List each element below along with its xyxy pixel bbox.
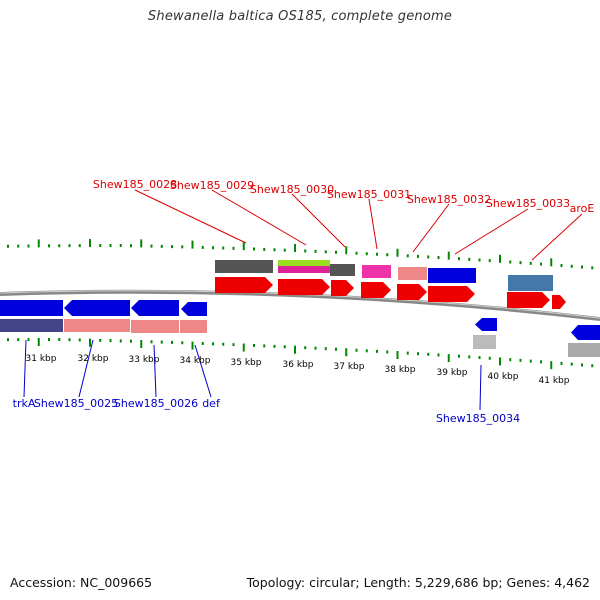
gene-label-shew185-0029: Shew185_0029 [170, 179, 254, 192]
feature-blue-block [428, 268, 476, 283]
kbp-label: 38 kbp [385, 365, 416, 375]
kbp-label: 41 kbp [539, 376, 570, 386]
gene-arrow-blue [131, 300, 179, 316]
upper-tick-scale [7, 239, 594, 270]
gene-arrow-red [215, 277, 273, 293]
kbp-label: 39 kbp [437, 368, 468, 378]
accession-text: Accession: NC_009665 [10, 575, 153, 590]
gene-label-aroe: aroE [570, 202, 595, 215]
gene-label-def: def [202, 397, 221, 410]
feature-gray-block [568, 343, 600, 357]
leader-line [291, 193, 346, 248]
kbp-label: 33 kbp [129, 355, 160, 365]
gene-label-shew185-0028: Shew185_0028 [93, 178, 177, 191]
gene-label-shew185-0031: Shew185_0031 [327, 188, 411, 201]
gene-label-shew185-0025: Shew185_0025 [34, 397, 118, 410]
kbp-label: 34 kbp [180, 356, 211, 366]
kbp-label: 36 kbp [283, 360, 314, 370]
feature-green-block [278, 260, 330, 266]
feature-steelblue-block [508, 275, 553, 291]
feature-gray-block [215, 260, 273, 273]
kbp-label: 31 kbp [26, 354, 57, 364]
kbp-label: 32 kbp [78, 354, 109, 364]
gene-label-shew185-0030: Shew185_0030 [250, 183, 334, 196]
lower-gene-labels: trkA Shew185_0025 Shew185_0026 def Shew1… [13, 397, 520, 425]
leader-line [479, 364, 482, 411]
gene-arrow-blue [475, 318, 497, 331]
leader-line [211, 189, 307, 246]
feature-pink-block [362, 265, 391, 278]
feature-salmon-block [398, 267, 427, 280]
gene-arrow-blue [181, 302, 207, 316]
gene-label-shew185-0034: Shew185_0034 [436, 412, 520, 425]
leader-line [23, 339, 27, 398]
gene-arrow-red [278, 279, 330, 295]
leader-line [134, 189, 247, 244]
kbp-label: 37 kbp [334, 362, 365, 372]
gene-label-shew185-0026: Shew185_0026 [114, 397, 198, 410]
map-title: Shewanella baltica OS185, complete genom… [147, 9, 453, 24]
gene-label-trka: trkA [13, 397, 36, 410]
gene-arrow-red [507, 292, 550, 308]
gene-label-shew185-0033: Shew185_0033 [486, 197, 570, 210]
feature-gray-block [330, 264, 355, 276]
genome-summary-text: Topology: circular; Length: 5,229,686 bp… [246, 575, 590, 590]
upper-gene-labels: Shew185_0028 Shew185_0029 Shew185_0030 S… [93, 178, 595, 215]
feature-salmon-block [180, 320, 207, 333]
feature-magenta-block [278, 266, 330, 273]
kbp-label: 40 kbp [488, 372, 519, 382]
upper-feature-track [215, 260, 566, 309]
feature-gray-block [473, 335, 496, 349]
gene-arrow-red [552, 295, 566, 309]
leader-line [194, 344, 212, 398]
leader-lines [23, 189, 583, 411]
leader-line [78, 339, 94, 398]
gene-arrow-red [331, 280, 354, 296]
gene-arrow-red [428, 286, 475, 302]
gene-arrow-blue [571, 325, 600, 340]
gene-arrow-blue [64, 300, 130, 316]
gene-arrow-red [397, 284, 427, 300]
leader-line [412, 203, 450, 253]
kbp-label: 35 kbp [231, 358, 262, 368]
gene-arrow-blue [0, 300, 63, 316]
leader-line [454, 208, 529, 255]
feature-navy-block [0, 319, 63, 332]
lower-feature-track [0, 300, 600, 357]
leader-line [368, 198, 378, 250]
kbp-tick-labels: 31 kbp 32 kbp 33 kbp 34 kbp 35 kbp 36 kb… [26, 354, 570, 386]
leader-line [153, 344, 157, 398]
feature-salmon-block [131, 320, 179, 333]
genome-backbone [0, 289, 600, 321]
leader-line [531, 213, 583, 261]
gene-arrow-red [361, 282, 391, 298]
gene-label-shew185-0032: Shew185_0032 [407, 193, 491, 206]
feature-salmon-block [64, 319, 130, 332]
lower-tick-scale [7, 338, 594, 370]
